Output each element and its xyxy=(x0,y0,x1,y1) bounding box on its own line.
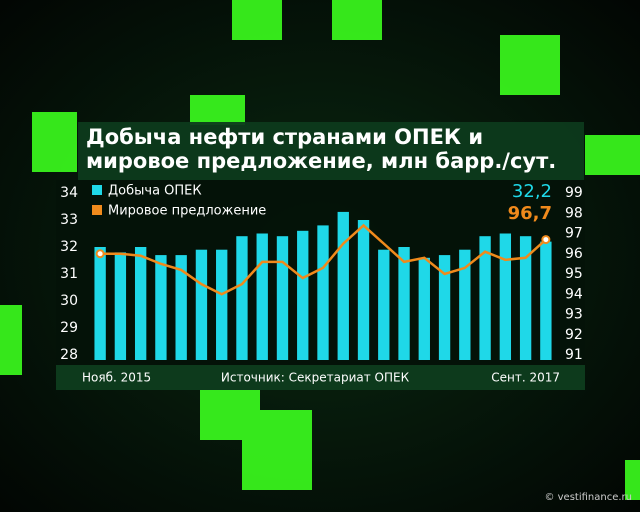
title-panel xyxy=(78,122,584,180)
bar xyxy=(357,220,370,360)
y-tick-label: 29 xyxy=(60,320,78,336)
bar xyxy=(114,252,127,360)
bar xyxy=(540,241,552,360)
x-tick-label: Сент. 2017 xyxy=(491,371,560,385)
legend-swatch xyxy=(92,205,102,215)
y2-tick-label: 98 xyxy=(565,205,583,221)
source: Источник: Секретариат ОПЕК xyxy=(221,371,410,385)
line xyxy=(100,223,547,296)
y-tick-label: 33 xyxy=(60,212,78,228)
legend-label: Добыча ОПЕК xyxy=(108,184,202,199)
value-label: 32,2 xyxy=(512,181,552,202)
legend-swatch xyxy=(92,185,102,195)
bar xyxy=(378,249,390,360)
y2-tick-label: 99 xyxy=(565,185,583,201)
bar xyxy=(519,236,532,360)
y-tick-label: 34 xyxy=(60,185,78,201)
chart-title: Добыча нефти странами ОПЕК и мировое пред… xyxy=(86,125,556,173)
bar xyxy=(94,247,106,360)
line-end-dot xyxy=(541,235,551,245)
bar xyxy=(155,255,167,360)
bar xyxy=(195,249,208,360)
y2-tick-label: 94 xyxy=(565,286,583,302)
bar xyxy=(276,236,289,360)
watermark: © vestifinance.ru xyxy=(544,492,632,503)
bar xyxy=(297,230,309,360)
footer-panel xyxy=(56,365,585,390)
y2-tick-label: 93 xyxy=(565,307,583,323)
bar xyxy=(398,247,410,360)
y-tick-label: 30 xyxy=(60,293,78,309)
bar xyxy=(499,233,512,360)
bar xyxy=(337,211,349,360)
y2-tick-label: 97 xyxy=(565,226,583,242)
bar xyxy=(317,225,329,360)
decor-cubes xyxy=(0,0,640,500)
bar xyxy=(175,255,187,360)
bar xyxy=(459,249,471,360)
bar xyxy=(256,233,268,360)
bar xyxy=(438,255,451,360)
y2-tick-label: 91 xyxy=(565,347,583,363)
bar xyxy=(134,247,147,360)
value-label: 96,7 xyxy=(508,203,552,224)
y-tick-label: 32 xyxy=(60,239,78,255)
bar xyxy=(236,236,248,360)
y2-tick-label: 95 xyxy=(565,266,583,282)
bar xyxy=(418,257,430,360)
bar xyxy=(479,236,491,360)
y2-tick-label: 96 xyxy=(565,246,583,262)
y2-tick-label: 92 xyxy=(565,327,583,343)
y-tick-label: 28 xyxy=(60,347,78,363)
line-end-dot xyxy=(95,249,105,259)
bar xyxy=(216,249,228,360)
legend-label: Мировое предложение xyxy=(108,204,266,219)
x-tick-label: Нояб. 2015 xyxy=(82,371,151,385)
y-tick-label: 31 xyxy=(60,266,78,282)
